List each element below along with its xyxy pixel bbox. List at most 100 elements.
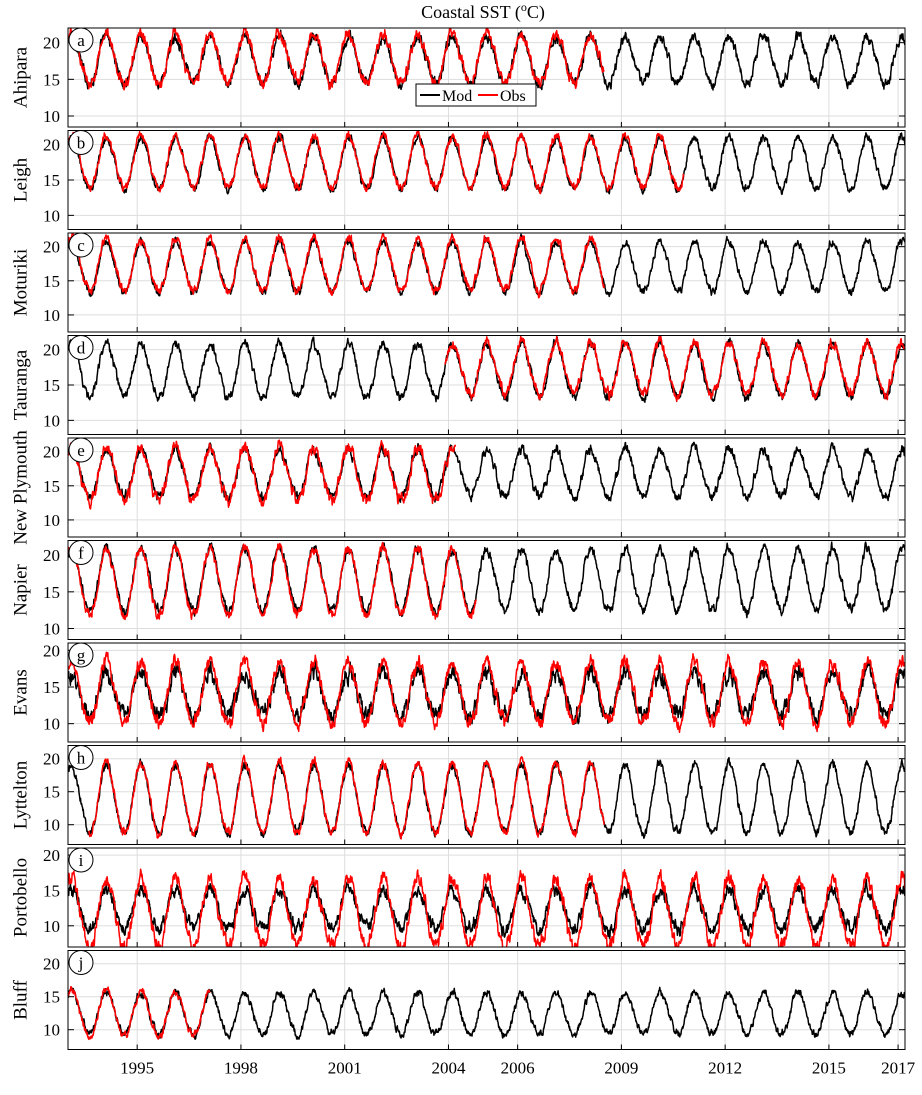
panel-a-frame <box>67 27 906 128</box>
figure-title: Coastal SST (oC) <box>421 0 545 23</box>
panel-f-letter-badge <box>68 540 94 565</box>
legend-box <box>415 83 537 107</box>
panel-b-letter: b <box>77 134 86 153</box>
panel-h-ytick-label-1: 15 <box>43 783 60 802</box>
panel-d-ytick-label-1: 15 <box>43 376 60 395</box>
panel-g-ytick-label-2: 20 <box>43 641 60 660</box>
x-axis: 1995 1998 2001 2004 2006 2009 2012 2015 2017 <box>120 1059 915 1078</box>
panel-a-letter-badge <box>68 27 94 53</box>
panel-c-letter-badge <box>68 232 94 258</box>
panel-f-site-label: Napier <box>10 563 31 615</box>
panel-j-ytick-label-0: 10 <box>43 1021 60 1040</box>
panel-j-mod-line <box>68 986 905 1040</box>
panel-i-letter: i <box>79 851 84 870</box>
panel-g: 10 15 20 Evans g <box>10 641 906 743</box>
panel-j-ytick-label-1: 15 <box>43 988 60 1007</box>
panel-a-letter: a <box>77 31 85 50</box>
panel-e-letter-badge <box>68 437 94 463</box>
panel-f-frame <box>67 540 906 640</box>
panel-a-mod-line <box>68 29 905 91</box>
panels-layer: 10 15 20 Ahipara a Mod Obs 10 15 20 Leigh b 10 15 20 Mo… <box>10 27 906 1050</box>
panel-i-mod-line <box>68 878 905 940</box>
x-tick-label-1998: 1998 <box>224 1059 258 1078</box>
panel-a-site-label: Ahipara <box>10 46 31 108</box>
panel-j-ytick-label-2: 20 <box>43 955 60 974</box>
panel-h-letter: h <box>77 749 86 768</box>
panel-i-ytick-label-1: 15 <box>43 881 60 900</box>
panel-i-site-label: Portobello <box>10 858 31 937</box>
legend: Mod Obs <box>415 83 537 107</box>
panel-i-frame <box>67 847 906 948</box>
panel-e: 10 15 20 New Plymouth e <box>10 430 906 545</box>
x-tick-label-1995: 1995 <box>120 1059 154 1078</box>
panel-g-frame <box>67 642 906 743</box>
panel-c-ytick-label-2: 20 <box>43 238 60 257</box>
x-tick-label-2001: 2001 <box>328 1059 362 1078</box>
panel-c-obs-line <box>68 233 605 299</box>
panel-d-obs-line <box>444 335 905 403</box>
panel-g-mod-line <box>68 658 905 727</box>
panel-c-frame <box>67 232 906 333</box>
panel-i: 10 15 20 Portobello i <box>10 846 906 948</box>
panel-j: 10 15 20 Bluff j <box>10 950 906 1050</box>
panel-c: 10 15 20 Moturiki c <box>10 232 906 333</box>
panel-e-ytick-label-2: 20 <box>43 443 60 462</box>
panel-g-letter: g <box>77 646 86 665</box>
panel-i-ytick-label-2: 20 <box>43 846 60 865</box>
panel-f-obs-line <box>68 541 477 621</box>
panel-e-ytick-label-1: 15 <box>43 477 60 496</box>
panel-b-ytick-label-0: 10 <box>43 206 60 225</box>
x-tick-label-2009: 2009 <box>604 1059 638 1078</box>
panel-h-letter-badge <box>68 745 94 770</box>
panel-c-ytick-label-1: 15 <box>43 272 60 291</box>
panel-d-ytick-label-2: 20 <box>43 341 60 360</box>
panel-e-ytick-label-0: 10 <box>43 511 60 530</box>
panel-d-letter: d <box>77 339 86 358</box>
x-tick-label-2015: 2015 <box>812 1059 846 1078</box>
panel-g-obs-line <box>68 651 905 734</box>
x-tick-label-2006: 2006 <box>501 1059 535 1078</box>
panel-a: 10 15 20 Ahipara a Mod Obs <box>10 27 906 128</box>
panel-j-letter: j <box>78 954 84 973</box>
panel-f-mod-line <box>68 541 905 619</box>
panel-j-frame <box>67 950 906 1050</box>
panel-g-ytick-label-1: 15 <box>43 678 60 697</box>
panel-b-obs-line <box>68 130 685 195</box>
figure-title-superscript: o <box>521 0 527 14</box>
panel-c-letter: c <box>77 236 85 255</box>
panel-b-ytick-label-1: 15 <box>43 171 60 190</box>
legend-mod-label: Mod <box>442 88 472 105</box>
panel-h-mod-line <box>68 756 905 840</box>
panel-i-ytick-label-0: 10 <box>43 917 60 936</box>
panel-b-site-label: Leigh <box>10 157 31 202</box>
panel-f-ytick-label-0: 10 <box>43 620 60 639</box>
panel-e-letter: e <box>77 441 85 460</box>
panel-e-site-label: New Plymouth <box>10 430 31 545</box>
panel-f-ytick-label-1: 15 <box>43 583 60 602</box>
panel-g-site-label: Evans <box>10 669 31 715</box>
panel-j-obs-line <box>68 986 211 1041</box>
panel-h-obs-line <box>88 754 605 840</box>
panel-a-ytick-label-0: 10 <box>43 107 60 126</box>
panel-d-ytick-label-0: 10 <box>43 411 60 430</box>
panel-d-letter-badge <box>68 335 94 360</box>
panel-e-obs-line <box>68 439 457 510</box>
panel-f-ytick-label-2: 20 <box>43 546 60 565</box>
panel-a-ytick-label-2: 20 <box>43 34 60 53</box>
panel-h: 10 15 20 Lyttelton h <box>10 745 906 845</box>
figure-title-main: Coastal SST ( <box>421 2 521 23</box>
panel-i-obs-line <box>68 868 905 947</box>
panel-j-letter-badge <box>68 950 94 975</box>
panel-a-obs-line <box>68 28 605 91</box>
figure-title-tail: C) <box>527 2 545 23</box>
panel-h-ytick-label-2: 20 <box>43 750 60 769</box>
panel-g-ytick-label-0: 10 <box>43 715 60 734</box>
panel-h-ytick-label-0: 10 <box>43 816 60 835</box>
panel-b-ytick-label-2: 20 <box>43 136 60 155</box>
panel-h-site-label: Lyttelton <box>10 760 31 829</box>
panel-j-site-label: Bluff <box>10 979 31 1019</box>
panel-f: 10 15 20 Napier f <box>10 540 906 640</box>
panel-g-letter-badge <box>68 642 94 668</box>
